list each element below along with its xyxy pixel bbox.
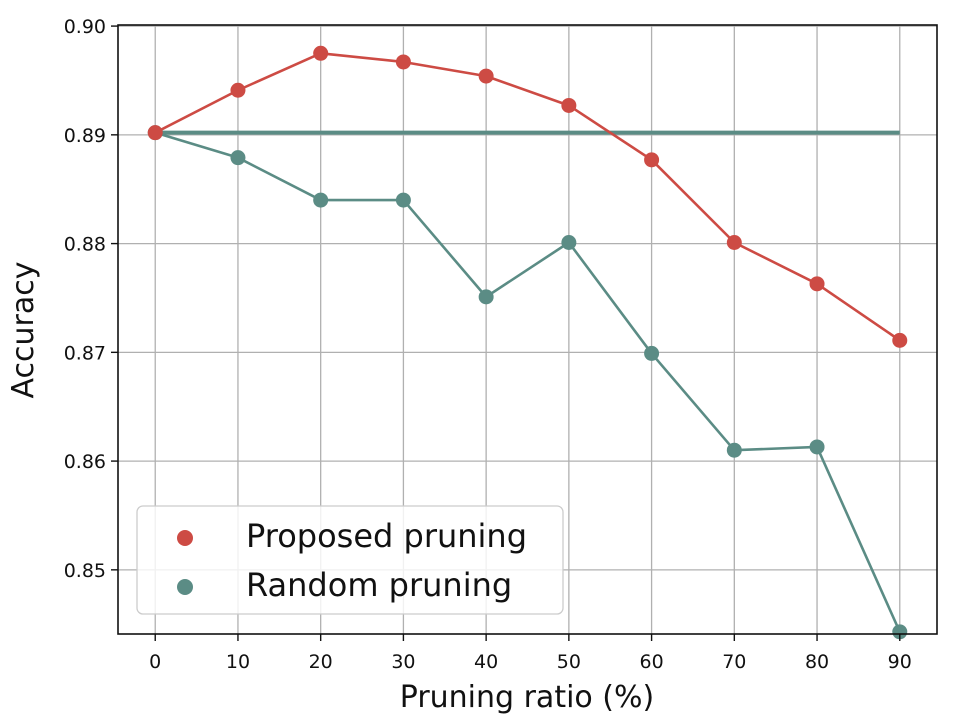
x-tick-label: 30 bbox=[391, 651, 415, 673]
legend-label-random: Random pruning bbox=[246, 566, 512, 604]
y-tick-label: 0.89 bbox=[64, 125, 106, 147]
x-tick-label: 20 bbox=[309, 651, 333, 673]
legend-marker-random bbox=[177, 579, 193, 595]
data-point-random bbox=[478, 289, 494, 305]
series-line-random bbox=[154, 131, 901, 633]
series-group bbox=[147, 45, 908, 640]
y-axis-label: Accuracy bbox=[6, 262, 41, 399]
x-tick-label: 50 bbox=[557, 651, 581, 673]
legend: Proposed pruning Random pruning bbox=[136, 505, 564, 615]
data-point-proposed bbox=[726, 235, 742, 250]
legend-label-proposed: Proposed pruning bbox=[246, 517, 527, 555]
data-point-proposed bbox=[147, 125, 163, 141]
x-tick-label: 10 bbox=[226, 651, 250, 673]
data-point-random bbox=[395, 192, 411, 208]
y-tick-label: 0.86 bbox=[64, 451, 106, 473]
data-point-proposed bbox=[313, 45, 329, 61]
plot-frame bbox=[117, 24, 938, 635]
data-point-random bbox=[561, 235, 577, 250]
data-point-random bbox=[230, 150, 246, 166]
legend-marker-proposed bbox=[177, 530, 193, 546]
data-point-proposed bbox=[478, 68, 494, 84]
data-point-random bbox=[809, 439, 825, 455]
data-point-proposed bbox=[561, 97, 577, 113]
y-tick-label: 0.90 bbox=[64, 16, 106, 38]
data-point-random bbox=[726, 442, 742, 458]
x-tick-label: 0 bbox=[149, 651, 161, 673]
x-axis-label: Pruning ratio (%) bbox=[400, 680, 654, 715]
data-point-random bbox=[892, 624, 908, 640]
y-tick-label: 0.85 bbox=[64, 560, 106, 582]
y-tick-label: 0.88 bbox=[64, 234, 106, 256]
data-point-proposed bbox=[644, 152, 660, 168]
y-tick-label: 0.87 bbox=[64, 342, 106, 364]
x-tick-label: 90 bbox=[888, 651, 912, 673]
data-point-random bbox=[313, 192, 329, 208]
x-tick-label: 60 bbox=[639, 651, 663, 673]
x-tick-label: 70 bbox=[722, 651, 746, 673]
data-point-proposed bbox=[892, 332, 908, 348]
x-tick-label: 80 bbox=[805, 651, 829, 673]
data-point-proposed bbox=[809, 276, 825, 292]
data-point-proposed bbox=[395, 54, 411, 70]
data-point-proposed bbox=[230, 82, 246, 98]
series-line-proposed bbox=[154, 51, 901, 342]
legend-box bbox=[136, 505, 564, 615]
x-tick-label: 40 bbox=[474, 651, 498, 673]
data-point-random bbox=[644, 345, 660, 361]
axis-ticks: 0 10 20 30 40 50 60 70 80 90 0.85 0.86 0.87 0.88 0.89 0… bbox=[64, 16, 912, 673]
